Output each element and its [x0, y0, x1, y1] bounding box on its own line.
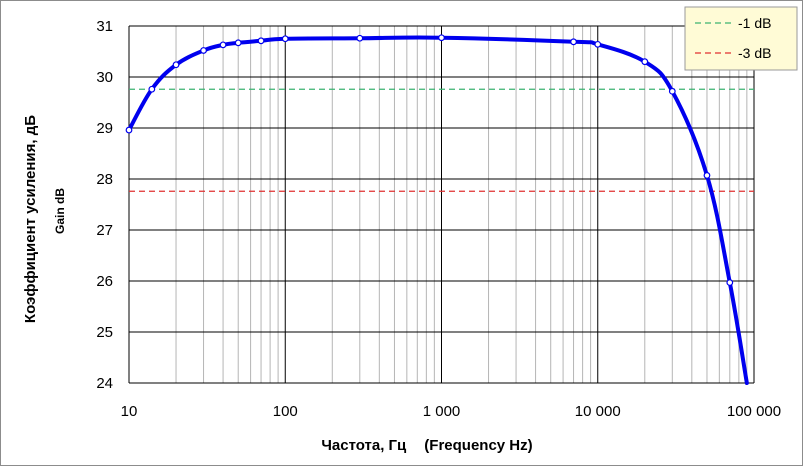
y-tick-label: 30 — [96, 69, 113, 86]
y-axis-title-ru: Коэффициент усиления, дБ — [22, 115, 39, 323]
legend-label-3db: -3 dB — [738, 45, 771, 61]
data-point — [668, 87, 676, 95]
y-tick-label: 28 — [96, 171, 113, 188]
data-points — [125, 34, 734, 286]
x-tick-label: 1 000 — [423, 403, 461, 420]
data-point — [125, 126, 133, 134]
x-tick-label: 10 000 — [575, 403, 621, 420]
data-point — [641, 58, 649, 66]
legend: -1 dB -3 dB — [684, 6, 798, 71]
legend-box — [684, 6, 798, 71]
reference-lines — [129, 88, 754, 192]
x-tick-labels: 10 100 1 000 10 000 100 000 — [121, 403, 781, 420]
data-point — [219, 41, 227, 49]
data-point — [356, 34, 364, 42]
data-point — [172, 61, 180, 69]
legend-label-1db: -1 dB — [738, 15, 771, 31]
data-point — [570, 38, 577, 46]
y-tick-label: 26 — [96, 273, 113, 290]
x-axis-title-en: (Frequency Hz) — [424, 437, 532, 454]
x-tick-label: 10 — [121, 403, 138, 420]
data-point — [703, 172, 711, 179]
x-axis-title-ru: Частота, Гц — [321, 437, 407, 454]
data-point — [234, 39, 242, 47]
y-tick-label: 24 — [96, 375, 113, 392]
data-point — [726, 279, 734, 286]
data-point — [594, 40, 602, 48]
major-gridlines — [128, 25, 755, 384]
y-tick-label: 27 — [96, 222, 113, 239]
data-point — [200, 47, 207, 54]
x-axis-title: Частота, Гц (Frequency Hz) — [321, 437, 532, 454]
data-point — [148, 85, 156, 93]
y-tick-label: 29 — [96, 120, 113, 137]
y-axis-title-en: Gain dB — [53, 188, 67, 234]
minor-gridlines — [175, 26, 748, 383]
y-tick-label: 25 — [96, 324, 113, 341]
y-tick-labels: 24 25 26 27 28 29 30 31 — [96, 18, 113, 392]
y-tick-label: 31 — [96, 18, 113, 35]
data-point — [281, 35, 289, 43]
x-tick-label: 100 000 — [727, 403, 781, 420]
data-point — [257, 37, 265, 45]
x-tick-label: 100 — [273, 403, 298, 420]
data-point — [438, 34, 445, 42]
